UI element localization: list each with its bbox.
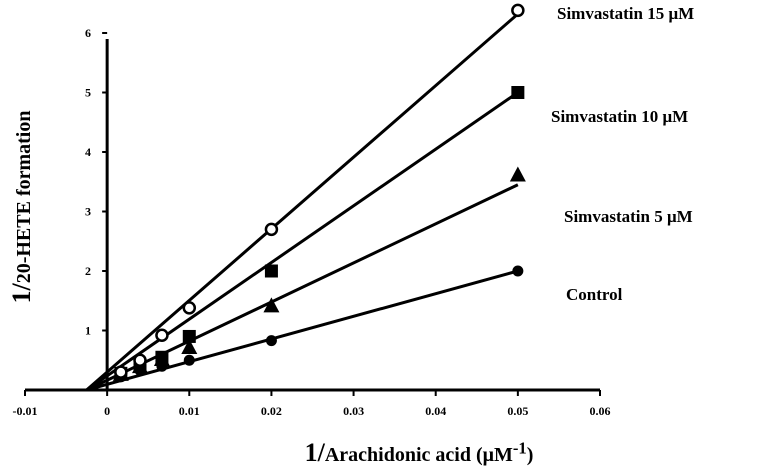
data-point-open-circle xyxy=(511,3,525,18)
data-point-triangle xyxy=(263,297,280,313)
y-tick-label: 4 xyxy=(85,145,91,159)
y-tick-label: 3 xyxy=(85,205,91,219)
x-tick-label: 0.01 xyxy=(179,404,200,418)
x-tick-label: 0.02 xyxy=(261,404,282,418)
data-point-circle xyxy=(512,265,524,277)
data-markers xyxy=(112,3,526,383)
x-tick-label: 0.04 xyxy=(425,404,446,418)
axes: -0.01 0 0.01 0.02 0.03 0.04 0.05 0.06 1 2 3 4 5 6 xyxy=(13,26,611,418)
series-label: Control xyxy=(566,285,623,304)
data-point-circle xyxy=(183,354,195,366)
x-tick-label: 0.06 xyxy=(590,404,611,418)
fit-line xyxy=(85,91,519,392)
x-tick-label: 0 xyxy=(104,404,110,418)
y-tick-label: 5 xyxy=(85,86,91,100)
y-axis-title: 1/20-HETE formation xyxy=(7,110,36,304)
fit-line xyxy=(85,12,519,392)
y-tick-label: 1 xyxy=(85,324,91,338)
fit-lines xyxy=(85,12,519,392)
data-point-open-circle xyxy=(133,353,147,367)
y-tick-label: 6 xyxy=(85,26,91,40)
data-point-triangle xyxy=(509,166,526,182)
x-tick-label: -0.01 xyxy=(13,404,38,418)
data-point-square xyxy=(182,329,196,343)
x-axis-title: 1/Arachidonic acid (μM-1) xyxy=(304,438,534,467)
data-point-open-circle xyxy=(182,301,197,315)
data-point-square xyxy=(155,350,169,364)
data-point-square xyxy=(511,86,525,99)
data-point-open-circle xyxy=(114,365,128,379)
series-labels: Control Simvastatin 5 μM Simvastatin 10 μM… xyxy=(551,4,694,304)
series-label: Simvastatin 5 μM xyxy=(564,207,693,226)
x-tick-label: 0.03 xyxy=(343,404,364,418)
series-label: Simvastatin 15 μM xyxy=(557,4,694,23)
x-tick-label: 0.05 xyxy=(507,404,528,418)
data-point-open-circle xyxy=(264,222,279,237)
y-tick-label: 2 xyxy=(85,264,91,278)
data-point-open-circle xyxy=(155,328,169,343)
data-point-triangle xyxy=(181,339,198,355)
data-point-circle xyxy=(265,335,277,347)
series-label: Simvastatin 10 μM xyxy=(551,107,688,126)
data-point-square xyxy=(264,264,278,278)
